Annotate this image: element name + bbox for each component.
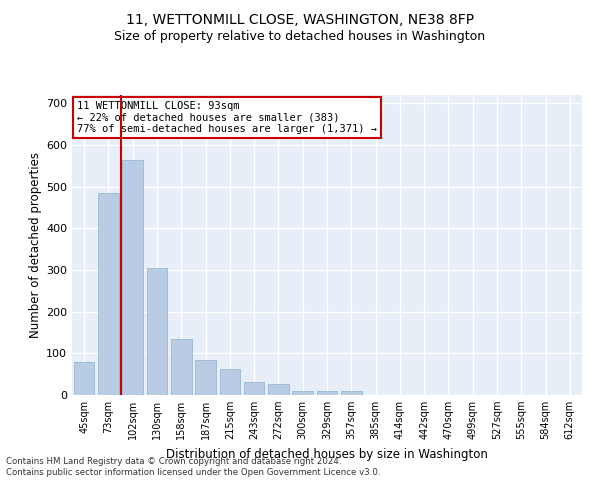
Bar (195, 360, 216, 395)
Bar (122, 160, 143, 395)
Bar (292, 391, 313, 395)
Text: 11, WETTONMILL CLOSE, WASHINGTON, NE38 8FP: 11, WETTONMILL CLOSE, WASHINGTON, NE38 8… (126, 12, 474, 26)
Text: Contains HM Land Registry data © Crown copyright and database right 2024.
Contai: Contains HM Land Registry data © Crown c… (6, 458, 380, 477)
Bar (268, 384, 289, 395)
Bar (146, 268, 167, 395)
Text: 11 WETTONMILL CLOSE: 93sqm
← 22% of detached houses are smaller (383)
77% of sem: 11 WETTONMILL CLOSE: 93sqm ← 22% of deta… (77, 101, 377, 134)
Bar (171, 339, 191, 395)
Bar (98, 193, 119, 395)
Y-axis label: Number of detached properties: Number of detached properties (29, 152, 42, 338)
Bar (317, 391, 337, 395)
Text: Size of property relative to detached houses in Washington: Size of property relative to detached ho… (115, 30, 485, 43)
Bar (220, 369, 240, 395)
Bar (74, 362, 94, 395)
Bar (341, 391, 362, 395)
X-axis label: Distribution of detached houses by size in Washington: Distribution of detached houses by size … (166, 448, 488, 460)
Bar (244, 382, 265, 395)
